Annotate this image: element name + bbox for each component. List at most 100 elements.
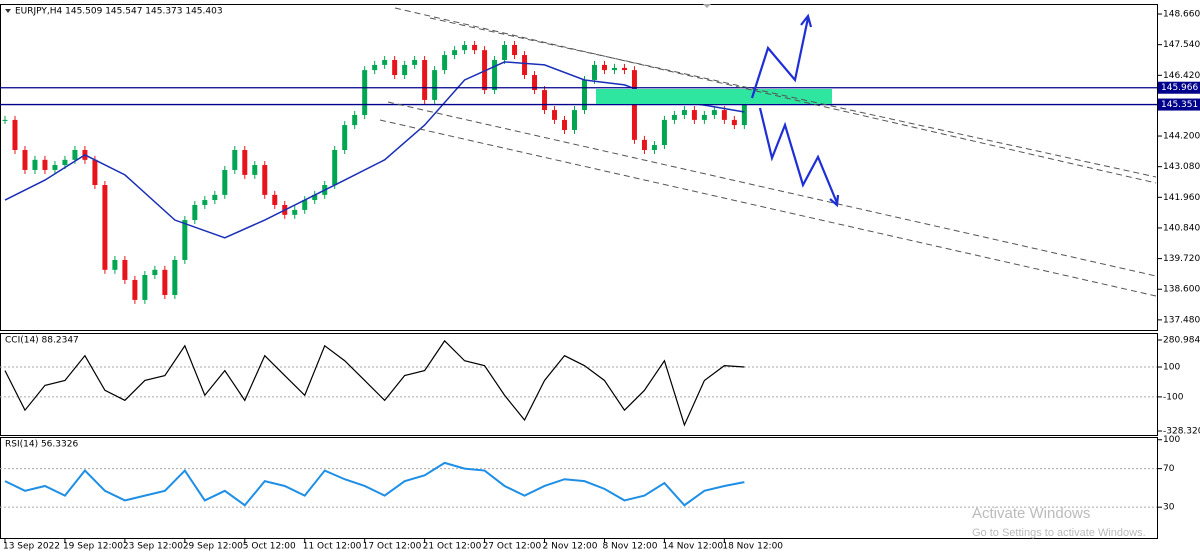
candle-body [651, 145, 657, 150]
candle-body [152, 269, 158, 276]
y-tick-label: 139.720 [1163, 254, 1200, 264]
candle-body [242, 149, 248, 175]
level-label-box [1158, 98, 1200, 111]
candle-body [102, 185, 108, 270]
x-tick-label: 17 Oct 12:00 [363, 542, 422, 552]
y-tick-label: 30 [1163, 503, 1175, 513]
candle-body [731, 119, 737, 126]
indicator-line [4, 339, 745, 427]
candle-body [222, 169, 228, 195]
watermark-title: Activate Windows [972, 505, 1090, 522]
candle-body [641, 139, 647, 150]
price-pane [0, 4, 1158, 331]
y-tick-label: -100 [1163, 392, 1184, 402]
candle-body [142, 275, 148, 300]
y-tick-label: -328.3202 [1163, 427, 1200, 437]
candle-body [422, 59, 428, 100]
candle-body [202, 200, 208, 205]
x-tick-label: 14 Nov 12:00 [662, 542, 723, 552]
candle-body [212, 194, 218, 201]
candle-body [661, 119, 667, 146]
y-tick-label: 148.660 [1163, 10, 1200, 20]
y-tick-label: 100 [1163, 435, 1180, 445]
y-tick-label: 137.480 [1163, 315, 1200, 325]
candle-body [711, 110, 717, 115]
candle-body [581, 79, 587, 111]
candle-body [42, 159, 48, 170]
candle-body [382, 59, 388, 65]
candle-body [701, 114, 707, 120]
supply-zone [596, 89, 832, 104]
candle-body [112, 259, 118, 270]
watermark-subtitle: Go to Settings to activate Windows. [972, 527, 1146, 539]
x-tick-label: 19 Sep 12:00 [63, 542, 123, 552]
level-label: 145.966 [1161, 83, 1198, 93]
x-tick-label: 13 Sep 2022 [3, 542, 60, 552]
candle-body [232, 149, 238, 170]
candle-body [92, 159, 98, 186]
candle-body [362, 70, 368, 115]
pane-borders [0, 4, 1158, 539]
candle-body [621, 67, 627, 71]
symbol-header: EURJPY,H4 145.509 145.547 145.373 145.40… [15, 7, 223, 17]
candle-body [342, 125, 348, 150]
x-tick-label: 29 Sep 12:00 [183, 542, 243, 552]
candle-body [62, 159, 68, 166]
candle-body [292, 209, 298, 215]
candle-body [562, 119, 568, 131]
cci-header: CCI(14) 88.2347 [5, 336, 79, 346]
candle-body [552, 110, 558, 120]
y-tick-label: 144.200 [1163, 132, 1200, 142]
candle-body [452, 50, 458, 56]
candle-body [502, 44, 508, 60]
candle-body [262, 165, 268, 195]
candle-body [402, 64, 408, 76]
candle-body [462, 44, 468, 51]
x-tick-label: 2 Nov 12:00 [543, 542, 598, 552]
trend-line [429, 17, 1157, 178]
candle-body [601, 64, 607, 71]
candle-body [432, 70, 438, 100]
candle-body [442, 55, 448, 71]
candle-body [572, 110, 578, 131]
rsi-header: RSI(14) 56.3326 [5, 440, 78, 450]
candle-body [32, 159, 38, 170]
trend-line [387, 101, 1157, 277]
y-tick-label: 147.540 [1163, 40, 1200, 50]
up-arrow [750, 13, 813, 99]
candle-body [52, 165, 58, 170]
candle-body [352, 114, 358, 126]
projection-arrows [750, 13, 840, 208]
candle-body [272, 194, 278, 205]
y-tick-label: 100 [1163, 363, 1180, 373]
moving-average [4, 61, 745, 239]
menu-triangle [5, 9, 11, 13]
x-tick-label: 11 Oct 12:00 [303, 542, 362, 552]
x-tick-label: 23 Sep 12:00 [123, 542, 183, 552]
y-tick-label: 70 [1163, 464, 1175, 474]
candle-body [542, 90, 548, 111]
y-tick-label: 146.420 [1163, 71, 1200, 81]
rsi-pane [0, 437, 1158, 539]
trend-line [379, 119, 1157, 297]
indicator-line [4, 461, 745, 507]
analysis-drawings [5, 4, 1157, 297]
candle-body [741, 103, 747, 126]
candle-body [532, 75, 538, 91]
channel-lines [379, 7, 1157, 297]
candle-body [472, 44, 478, 51]
candle-body [172, 259, 178, 295]
pane-content [0, 40, 1157, 304]
candle-body [2, 119, 8, 121]
candle-body [302, 200, 308, 210]
trend-line [394, 7, 1157, 184]
y-tick-label: 138.600 [1163, 285, 1200, 295]
level-label: 145.351 [1161, 100, 1198, 110]
candle-body [72, 149, 78, 160]
y-tick-label: 280.9845 [1163, 335, 1200, 345]
candle-body [332, 149, 338, 186]
candle-body [392, 59, 398, 76]
candle-body [591, 64, 597, 80]
